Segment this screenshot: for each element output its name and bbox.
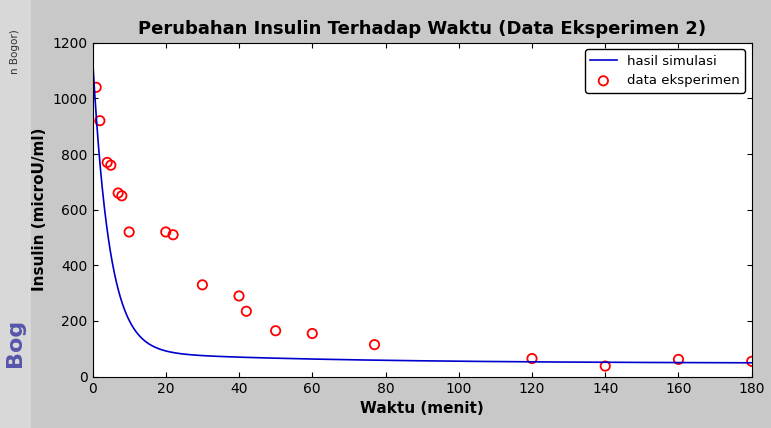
data eksperimen (167, 231, 179, 238)
Title: Perubahan Insulin Terhadap Waktu (Data Eksperimen 2): Perubahan Insulin Terhadap Waktu (Data E… (138, 21, 706, 39)
hasil simulasi (409, 358, 418, 363)
hasil simulasi (88, 55, 97, 60)
Legend: hasil simulasi, data eksperimen: hasil simulasi, data eksperimen (585, 49, 745, 92)
data eksperimen (746, 358, 758, 365)
data eksperimen (160, 229, 172, 235)
data eksperimen (599, 363, 611, 369)
data eksperimen (105, 162, 117, 169)
X-axis label: Waktu (menit): Waktu (menit) (360, 401, 484, 416)
hasil simulasi (728, 360, 737, 366)
data eksperimen (240, 308, 252, 315)
data eksperimen (196, 282, 208, 288)
hasil simulasi (122, 311, 131, 316)
data eksperimen (306, 330, 318, 337)
Text: Bog: Bog (5, 318, 25, 366)
data eksperimen (112, 190, 124, 196)
Y-axis label: Insulin (microU/ml): Insulin (microU/ml) (32, 128, 47, 291)
hasil simulasi (728, 360, 737, 366)
data eksperimen (101, 159, 113, 166)
data eksperimen (672, 356, 685, 363)
Text: n Bogor): n Bogor) (11, 29, 20, 74)
data eksperimen (369, 341, 381, 348)
data eksperimen (123, 229, 136, 235)
data eksperimen (526, 355, 538, 362)
data eksperimen (233, 293, 245, 300)
Line: hasil simulasi: hasil simulasi (93, 57, 752, 363)
data eksperimen (116, 193, 128, 199)
data eksperimen (90, 84, 103, 91)
hasil simulasi (607, 360, 616, 365)
hasil simulasi (747, 360, 756, 366)
data eksperimen (270, 327, 282, 334)
data eksperimen (93, 117, 106, 124)
hasil simulasi (391, 358, 400, 363)
